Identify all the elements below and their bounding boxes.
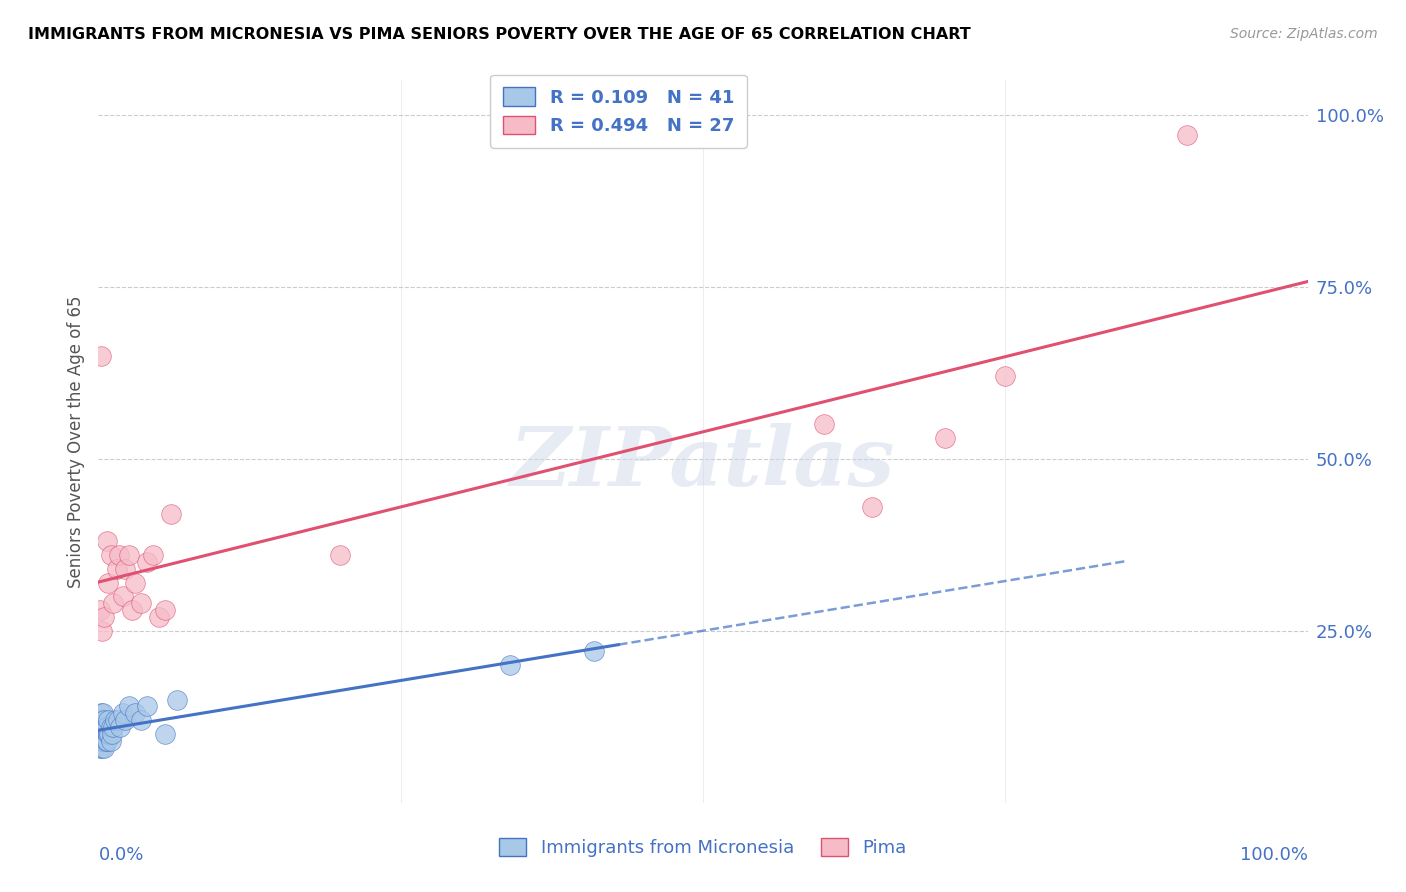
Point xyxy=(100,548,122,562)
Point xyxy=(97,575,120,590)
Point xyxy=(111,706,134,721)
Point xyxy=(91,734,114,748)
Point xyxy=(166,692,188,706)
Point xyxy=(934,431,956,445)
Point xyxy=(89,603,111,617)
Point xyxy=(153,603,176,617)
Point xyxy=(91,624,114,638)
Point xyxy=(108,720,131,734)
Point xyxy=(111,590,134,604)
Point xyxy=(90,727,112,741)
Point xyxy=(90,706,112,721)
Point xyxy=(89,727,111,741)
Point xyxy=(153,727,176,741)
Y-axis label: Seniors Poverty Over the Age of 65: Seniors Poverty Over the Age of 65 xyxy=(66,295,84,588)
Point xyxy=(135,699,157,714)
Point xyxy=(90,349,112,363)
Text: 0.0%: 0.0% xyxy=(98,847,143,864)
Point xyxy=(91,713,114,727)
Point xyxy=(100,734,122,748)
Point xyxy=(101,596,124,610)
Point xyxy=(160,507,183,521)
Point xyxy=(94,720,117,734)
Point xyxy=(114,713,136,727)
Point xyxy=(97,713,120,727)
Point xyxy=(118,548,141,562)
Point xyxy=(101,720,124,734)
Point xyxy=(994,369,1017,384)
Legend: Immigrants from Micronesia, Pima: Immigrants from Micronesia, Pima xyxy=(491,829,915,866)
Point xyxy=(96,734,118,748)
Point xyxy=(93,713,115,727)
Point xyxy=(100,720,122,734)
Text: ZIPatlas: ZIPatlas xyxy=(510,423,896,503)
Point xyxy=(118,699,141,714)
Point xyxy=(90,734,112,748)
Point xyxy=(93,740,115,755)
Point xyxy=(107,713,129,727)
Point xyxy=(129,713,152,727)
Text: Source: ZipAtlas.com: Source: ZipAtlas.com xyxy=(1230,27,1378,41)
Point xyxy=(89,713,111,727)
Text: IMMIGRANTS FROM MICRONESIA VS PIMA SENIORS POVERTY OVER THE AGE OF 65 CORRELATIO: IMMIGRANTS FROM MICRONESIA VS PIMA SENIO… xyxy=(28,27,972,42)
Point xyxy=(93,727,115,741)
Point xyxy=(813,417,835,432)
Point xyxy=(91,706,114,721)
Point xyxy=(94,734,117,748)
Point xyxy=(96,720,118,734)
Point xyxy=(148,610,170,624)
Point xyxy=(114,562,136,576)
Point xyxy=(98,727,121,741)
Point xyxy=(91,727,114,741)
Point xyxy=(91,740,114,755)
Point xyxy=(135,555,157,569)
Point xyxy=(124,706,146,721)
Point xyxy=(583,644,606,658)
Point xyxy=(97,727,120,741)
Point xyxy=(89,740,111,755)
Point xyxy=(124,575,146,590)
Point xyxy=(100,727,122,741)
Point xyxy=(104,713,127,727)
Point xyxy=(498,658,520,673)
Point xyxy=(860,500,883,514)
Point xyxy=(91,734,114,748)
Point xyxy=(329,548,352,562)
Point xyxy=(90,720,112,734)
Point xyxy=(142,548,165,562)
Point xyxy=(108,548,131,562)
Point xyxy=(1175,128,1198,143)
Point xyxy=(91,720,114,734)
Point xyxy=(96,534,118,549)
Point xyxy=(105,562,128,576)
Text: 100.0%: 100.0% xyxy=(1240,847,1308,864)
Point xyxy=(129,596,152,610)
Point xyxy=(121,603,143,617)
Point xyxy=(93,610,115,624)
